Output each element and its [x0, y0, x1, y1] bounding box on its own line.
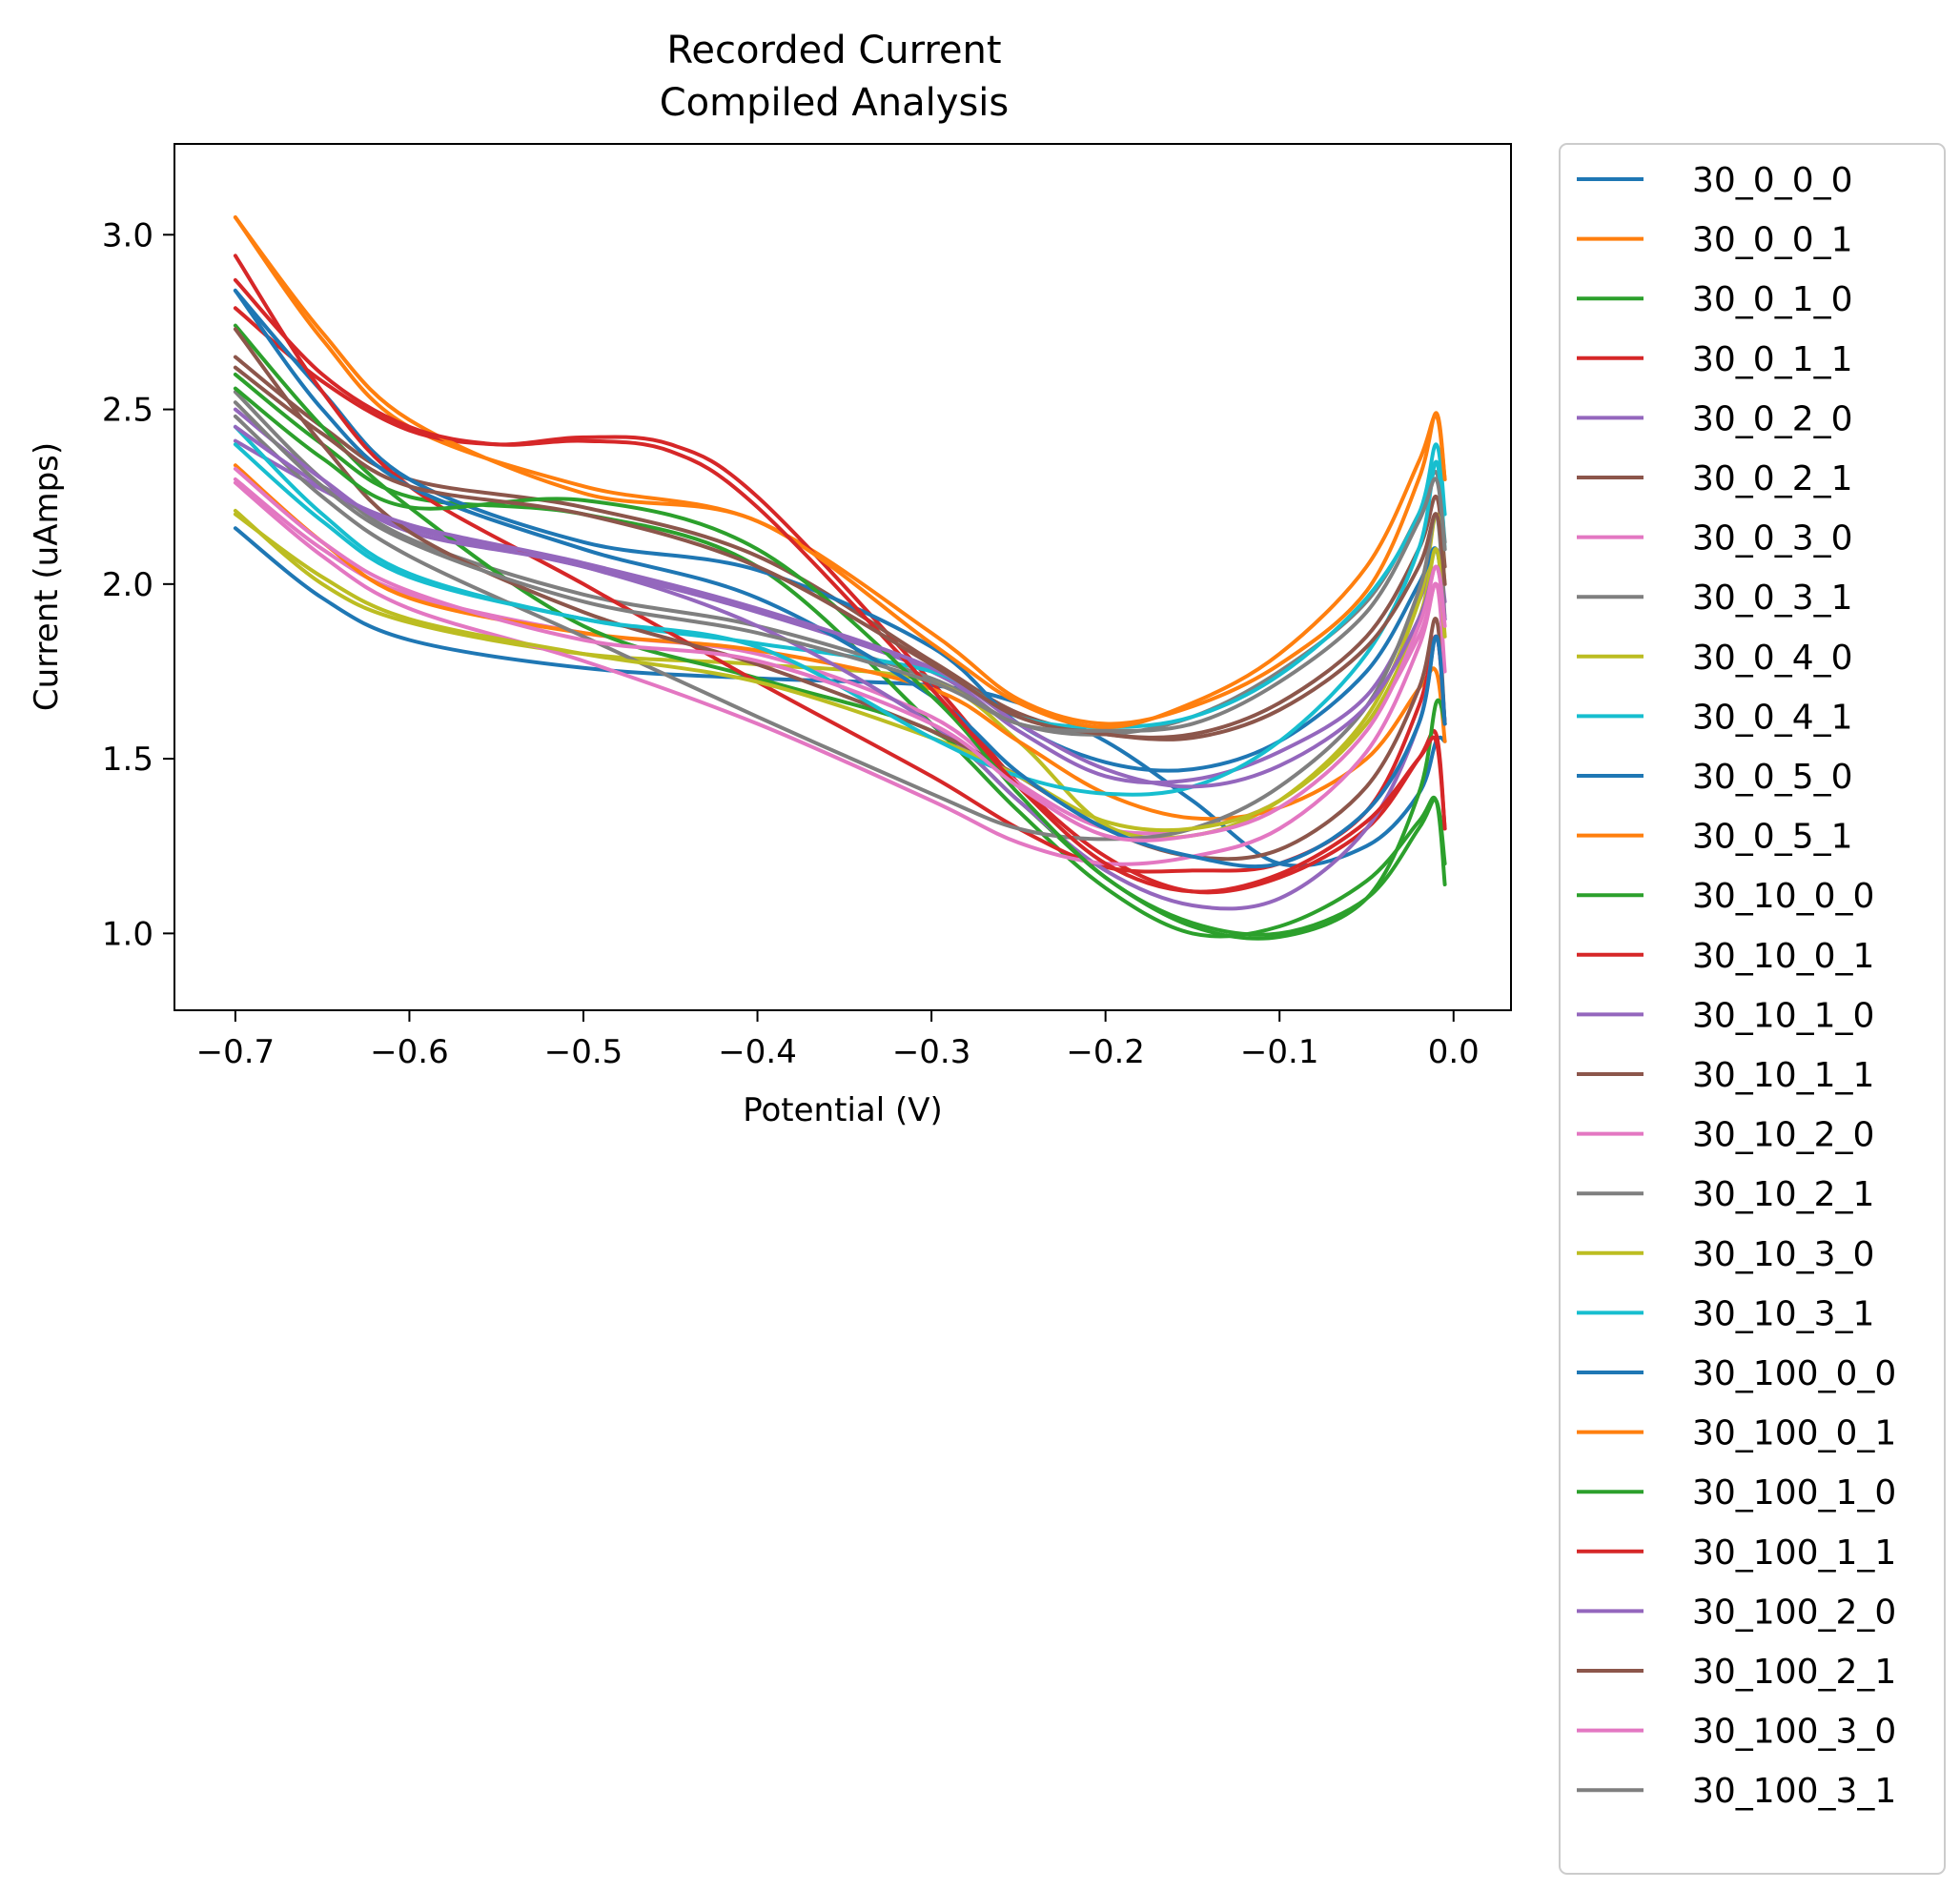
y-tick-label: 2.5 [102, 392, 153, 430]
series-group [233, 215, 1447, 941]
legend-label: 30_100_0_1 [1692, 1414, 1896, 1453]
legend-label: 30_100_1_0 [1692, 1473, 1896, 1513]
legend-label: 30_100_1_1 [1692, 1534, 1896, 1573]
x-tick-label: −0.2 [1066, 1033, 1145, 1071]
legend-label: 30_0_3_0 [1692, 519, 1853, 559]
chart-title: Recorded Current [666, 29, 1001, 72]
legend-label: 30_0_1_0 [1692, 280, 1853, 319]
legend-label: 30_10_0_1 [1692, 937, 1874, 976]
plot-frame [174, 143, 1512, 1011]
series-line-30_100_2_0 [233, 424, 1447, 789]
series-line-30_10_1_0 [233, 407, 1447, 911]
legend-label: 30_10_2_0 [1692, 1116, 1874, 1155]
legend-label: 30_100_2_0 [1692, 1593, 1896, 1632]
legend-label: 30_10_3_0 [1692, 1235, 1874, 1274]
y-tick-label: 1.5 [102, 741, 153, 779]
legend-label: 30_0_2_1 [1692, 459, 1853, 498]
legend-label: 30_10_1_1 [1692, 1056, 1874, 1095]
x-axis: −0.7 −0.6 −0.5 −0.4 −0.3 −0.2 −0.1 0.0 [196, 1010, 1480, 1071]
x-tick-label: −0.4 [718, 1033, 797, 1071]
legend-label: 30_0_5_0 [1692, 758, 1853, 797]
legend-label: 30_10_3_1 [1692, 1294, 1874, 1333]
legend: 30_0_0_0 30_0_0_1 30_0_1_0 30_0_1_1 30_0_2_0… [1559, 143, 1946, 1875]
x-tick-label: −0.5 [544, 1033, 623, 1071]
legend-frame [1559, 143, 1946, 1875]
series-line-30_100_3_0 [233, 466, 1447, 843]
legend-label: 30_0_3_1 [1692, 579, 1853, 618]
series-line-30_10_2_0 [233, 480, 1447, 866]
legend-label: 30_0_0_1 [1692, 221, 1853, 260]
series-line-30_100_1_1 [233, 277, 1447, 894]
y-tick-label: 2.0 [102, 566, 153, 604]
legend-label: 30_10_1_0 [1692, 996, 1874, 1035]
legend-label: 30_0_2_0 [1692, 399, 1853, 438]
legend-label: 30_0_0_0 [1692, 161, 1853, 200]
series-line-30_100_2_1 [233, 365, 1447, 741]
series-line-30_10_2_1 [233, 414, 1447, 842]
legend-label: 30_0_1_1 [1692, 340, 1853, 379]
y-tick-label: 1.0 [102, 915, 153, 953]
y-tick-label: 3.0 [102, 216, 153, 254]
legend-label: 30_10_2_1 [1692, 1175, 1874, 1214]
legend-label: 30_100_3_0 [1692, 1713, 1896, 1752]
series-line-30_100_0_1 [233, 215, 1447, 730]
series-line-30_10_3_1 [233, 442, 1447, 797]
chart-subtitle: Compiled Analysis [660, 81, 1010, 125]
legend-label: 30_100_0_0 [1692, 1354, 1896, 1393]
series-line-30_100_3_1 [233, 400, 1447, 733]
y-axis: 1.0 1.5 2.0 2.5 3.0 [102, 216, 174, 953]
legend-label: 30_0_4_1 [1692, 698, 1853, 737]
legend-label: 30_0_5_1 [1692, 818, 1853, 857]
series-line-30_0_2_1 [233, 355, 1447, 740]
legend-label: 30_10_0_0 [1692, 877, 1874, 916]
x-axis-label: Potential (V) [743, 1091, 943, 1129]
series-line-30_100_1_0 [233, 386, 1447, 937]
x-tick-label: −0.6 [370, 1033, 449, 1071]
x-tick-label: 0.0 [1428, 1033, 1480, 1071]
x-tick-label: −0.1 [1240, 1033, 1319, 1071]
legend-label: 30_0_4_0 [1692, 639, 1853, 678]
legend-label: 30_100_2_1 [1692, 1653, 1896, 1692]
x-tick-label: −0.3 [892, 1033, 971, 1071]
y-axis-label: Current (uAmps) [28, 442, 66, 711]
x-tick-label: −0.7 [196, 1033, 276, 1071]
series-line-30_0_5_1 [233, 463, 1447, 822]
legend-label: 30_100_3_1 [1692, 1772, 1896, 1811]
